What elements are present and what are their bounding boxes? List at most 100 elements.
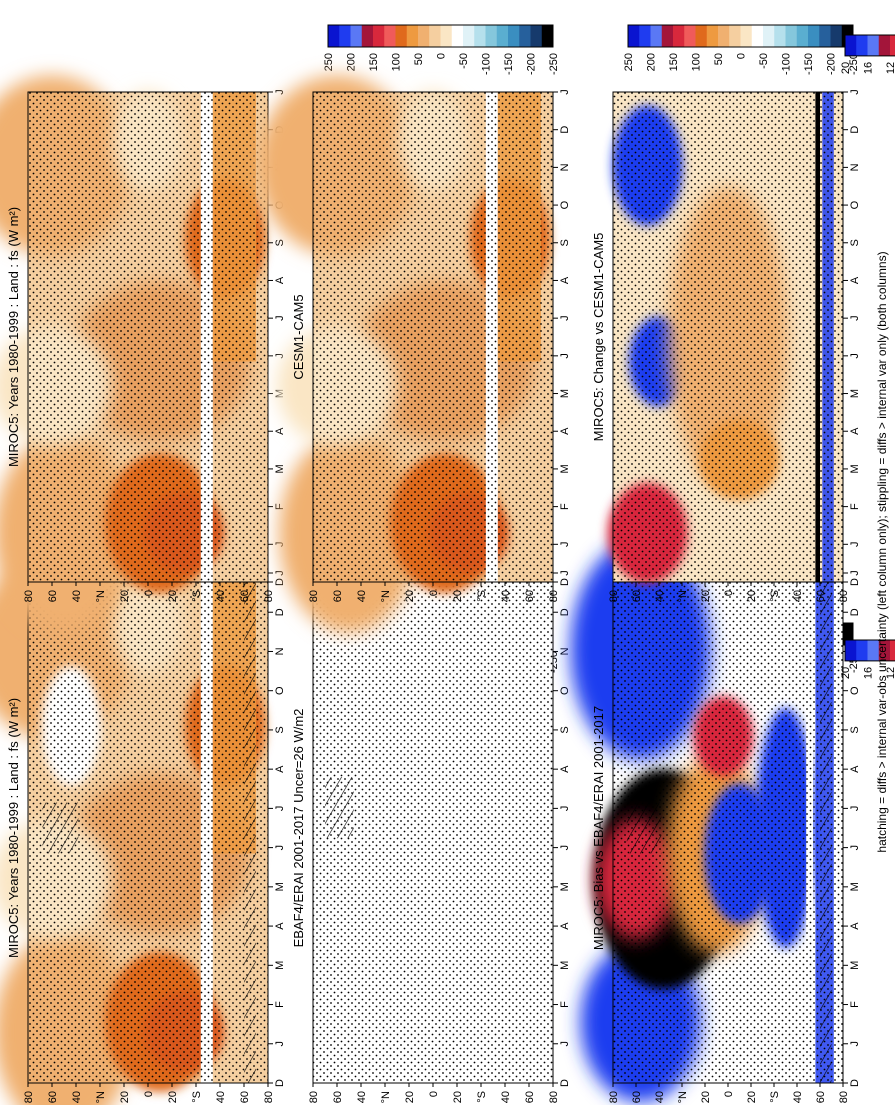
colorbar-swatch xyxy=(740,25,753,47)
month-tick-label: J xyxy=(274,353,286,359)
month-tick-label: N xyxy=(274,647,286,655)
month-tick-label: J xyxy=(274,570,286,576)
colorbar-tick-label: 200 xyxy=(346,53,358,71)
colorbar-swatch xyxy=(785,25,798,47)
lat-tick-label: 20 xyxy=(746,590,758,602)
colorbar-swatch xyxy=(406,25,419,47)
lat-tick-label: 20 xyxy=(404,1091,416,1103)
month-tick-label: J xyxy=(274,89,286,95)
month-tick-label: J xyxy=(849,315,861,321)
colorbar-swatch xyxy=(856,640,868,661)
month-tick-label: A xyxy=(559,765,571,773)
month-tick-label: M xyxy=(274,464,286,473)
lat-tick-label: 20 xyxy=(167,590,179,602)
month-tick-label: O xyxy=(849,686,861,695)
month-tick-label: M xyxy=(559,882,571,891)
lat-tick-label: 60 xyxy=(332,1091,344,1103)
colorbar-swatch xyxy=(451,25,464,47)
month-tick-label: O xyxy=(559,686,571,695)
colorbar-tick-label: 100 xyxy=(391,53,403,71)
colorbar-swatch xyxy=(845,640,857,661)
month-tick-label: N xyxy=(559,163,571,171)
colorbar-tick-label: -150 xyxy=(503,53,515,75)
colorbar-tick-label: 200 xyxy=(646,53,658,71)
month-tick-label: D xyxy=(559,578,571,586)
colorbar-swatch xyxy=(890,35,895,56)
colorbar-swatch xyxy=(373,25,385,47)
month-tick-label: J xyxy=(274,315,286,321)
lat-tick-label: 20 xyxy=(452,590,464,602)
colorbar-swatch xyxy=(878,640,891,661)
lat-tick-label: 80 xyxy=(308,1091,320,1103)
heatmap-panel-6: MIROC5: Change vs CESM1-CAM5DJFMAMJJASON… xyxy=(591,34,895,602)
month-tick-label: N xyxy=(559,647,571,655)
lat-tick-label: °S xyxy=(769,1091,781,1103)
lat-tick-label: 40 xyxy=(356,1091,368,1103)
colorbar-tick-label: 150 xyxy=(668,53,680,71)
month-tick-label: J xyxy=(559,1041,571,1047)
month-tick-label: A xyxy=(274,765,286,773)
month-tick-label: A xyxy=(849,922,861,930)
lat-tick-label: 20 xyxy=(746,1091,758,1103)
month-tick-label: J xyxy=(559,353,571,359)
lat-tick-label: °N xyxy=(95,1091,107,1103)
month-tick-label: D xyxy=(849,608,861,616)
lat-tick-label: 40 xyxy=(215,590,227,602)
lat-tick-label: °N xyxy=(677,590,689,602)
lat-tick-label: 80 xyxy=(608,590,620,602)
colorbar-swatch xyxy=(463,25,475,47)
month-tick-label: O xyxy=(274,686,286,695)
month-tick-label: J xyxy=(559,570,571,576)
month-tick-label: M xyxy=(559,389,571,398)
lat-tick-label: 60 xyxy=(239,1091,251,1103)
month-tick-label: F xyxy=(849,1001,861,1008)
colorbar: 201612840-4-8-12-16-20 xyxy=(840,639,895,679)
lat-tick-label: 20 xyxy=(452,1091,464,1103)
month-tick-label: S xyxy=(849,726,861,733)
colorbar-swatch xyxy=(530,25,543,47)
month-tick-label: A xyxy=(849,276,861,284)
colorbar-tick-label: -50 xyxy=(758,53,770,69)
month-tick-label: J xyxy=(274,845,286,851)
lat-tick-label: 80 xyxy=(263,1091,275,1103)
month-tick-label: S xyxy=(559,239,571,246)
month-tick-label: J xyxy=(849,570,861,576)
month-tick-label: N xyxy=(849,163,861,171)
month-tick-label: J xyxy=(849,806,861,812)
panel-title: MIROC5: Years 1980-1999 : Land : fs (W m… xyxy=(6,207,21,467)
month-tick-label: J xyxy=(559,315,571,321)
month-tick-label: J xyxy=(559,845,571,851)
month-tick-label: M xyxy=(849,882,861,891)
month-tick-label: M xyxy=(274,882,286,891)
month-tick-label: J xyxy=(849,89,861,95)
colorbar-swatch xyxy=(808,25,820,47)
lat-tick-label: 40 xyxy=(356,590,368,602)
month-tick-label: F xyxy=(559,503,571,510)
colorbar-tick-label: 16 xyxy=(863,667,875,679)
lat-tick-label: 40 xyxy=(500,590,512,602)
colorbar-tick-label: -100 xyxy=(781,53,793,75)
heatmap-panel-5: MIROC5: Bias vs EBAF4/ERAI 2001-2017DJFM… xyxy=(570,539,895,1103)
lat-tick-label: 20 xyxy=(404,590,416,602)
colorbar-tick-label: 50 xyxy=(413,53,425,65)
colorbar-swatch xyxy=(695,25,708,47)
month-tick-label: J xyxy=(849,845,861,851)
month-tick-label: F xyxy=(274,1001,286,1008)
colorbar-swatch xyxy=(650,25,663,47)
lat-tick-label: °S xyxy=(769,590,781,602)
month-tick-label: J xyxy=(559,542,571,548)
lat-tick-label: °N xyxy=(380,590,392,602)
colorbar: 250 200 150 100 50 0 -50 -100 -150 -200 -250 xyxy=(323,24,560,75)
colorbar-tick-label: 100 xyxy=(691,53,703,71)
colorbar-swatch xyxy=(763,25,775,47)
lat-tick-label: 40 xyxy=(500,1091,512,1103)
colorbar-swatch xyxy=(474,25,486,47)
lat-tick-label: 60 xyxy=(524,590,536,602)
colorbar-swatch xyxy=(751,25,764,47)
month-tick-label: S xyxy=(559,726,571,733)
colorbar-swatch xyxy=(440,25,453,47)
lat-tick-label: 80 xyxy=(838,590,850,602)
colorbar-swatch xyxy=(867,640,880,661)
